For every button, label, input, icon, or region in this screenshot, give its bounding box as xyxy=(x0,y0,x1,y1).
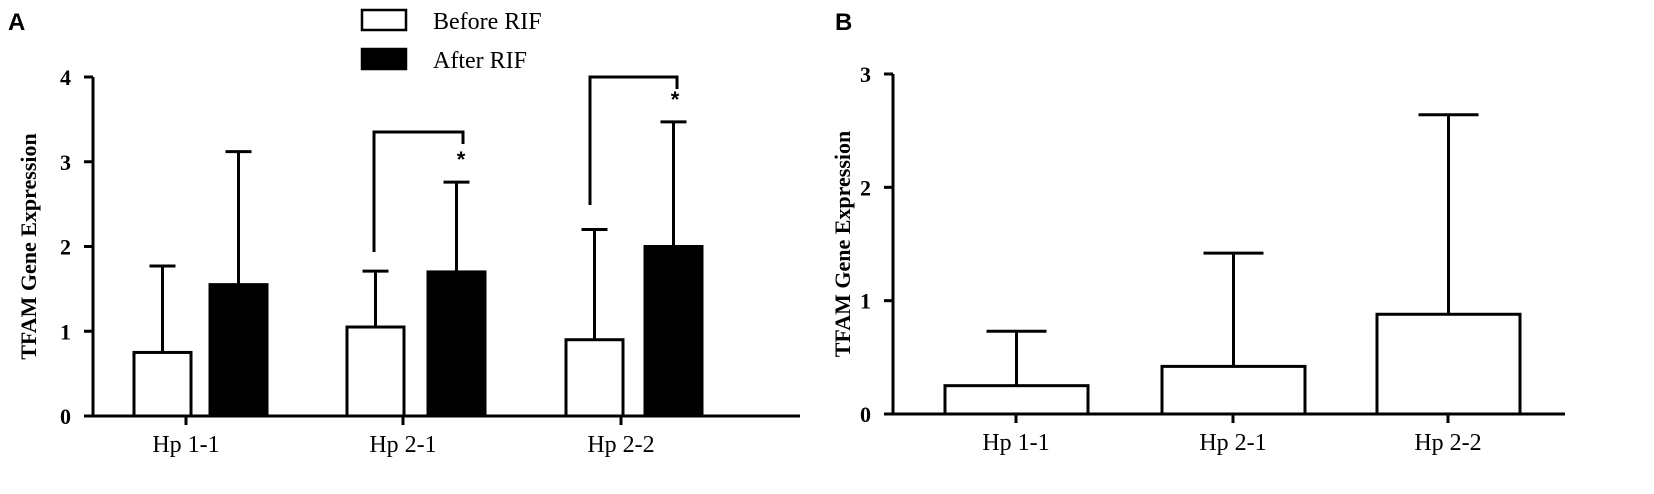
y-tick-label: 4 xyxy=(60,65,71,90)
significance-bracket xyxy=(588,75,679,205)
category-label: Hp 2-2 xyxy=(1414,430,1481,456)
bar xyxy=(564,338,625,418)
legend-label: Before RIF xyxy=(433,9,542,35)
category-label: Hp 1-1 xyxy=(152,432,219,458)
category-label: Hp 1-1 xyxy=(982,430,1049,456)
legend-swatch xyxy=(360,8,408,32)
panel-letter: A xyxy=(8,9,25,36)
legend-label: After RIF xyxy=(433,48,527,74)
y-axis-title: TFAM Gene Expression xyxy=(16,133,41,360)
bar xyxy=(1160,364,1307,416)
y-tick-label: 2 xyxy=(860,175,871,200)
category-label: Hp 2-1 xyxy=(369,432,436,458)
significance-bracket xyxy=(372,130,465,252)
significance-star: * xyxy=(457,147,466,172)
y-axis-title: TFAM Gene Expression xyxy=(830,131,855,358)
bar xyxy=(643,245,704,418)
y-tick-label: 1 xyxy=(860,289,871,314)
bar xyxy=(208,283,269,418)
panel-a: A 0 1 2 3 4 Hp 1-1 Hp 2-1 Hp 2-2 TFAM Gene Expres… xyxy=(8,8,800,458)
bar xyxy=(132,350,193,418)
bar xyxy=(943,384,1090,416)
bar xyxy=(345,325,406,418)
bar xyxy=(1375,312,1522,416)
bar xyxy=(426,270,487,418)
panel-b: B 0 1 2 3 Hp 1-1 Hp 2-1 Hp 2-2 TFAM Gene Express… xyxy=(830,9,1565,456)
y-tick-label: 1 xyxy=(60,319,71,344)
legend-swatch xyxy=(360,47,408,71)
significance-star: * xyxy=(671,87,680,112)
y-tick-label: 0 xyxy=(60,404,71,429)
y-tick-label: 3 xyxy=(60,150,71,175)
y-tick-label: 0 xyxy=(860,402,871,427)
category-label: Hp 2-1 xyxy=(1199,430,1266,456)
y-tick-label: 2 xyxy=(60,235,71,260)
y-tick-label: 3 xyxy=(860,62,871,87)
category-label: Hp 2-2 xyxy=(587,432,654,458)
panel-letter: B xyxy=(835,9,852,36)
